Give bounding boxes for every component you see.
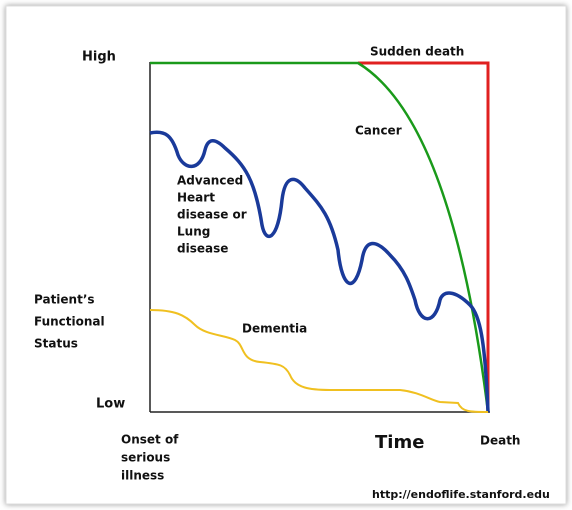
curve-label: Heart xyxy=(177,191,215,205)
curve-label: disease xyxy=(177,242,228,256)
x-title: Time xyxy=(375,432,424,453)
frame xyxy=(5,5,567,505)
curve-label: Dementia xyxy=(242,322,307,336)
organ-failure-curve xyxy=(149,130,490,413)
curve-label: Advanced xyxy=(177,174,243,188)
x-start-label: Onset of xyxy=(121,433,179,447)
dementia-curve xyxy=(149,309,489,413)
low-label: Low xyxy=(96,397,125,412)
sudden-death-curve xyxy=(358,61,490,412)
y-title: Status xyxy=(34,337,78,351)
cancer-curve xyxy=(150,61,490,413)
curve-label: Cancer xyxy=(355,124,402,138)
curve-label: Lung xyxy=(177,225,210,239)
y-title: Functional xyxy=(34,315,105,329)
x-end-label: Death xyxy=(480,434,520,448)
x-start-label: illness xyxy=(121,469,164,483)
curve-label: Sudden death xyxy=(370,45,464,59)
x-start-label: serious xyxy=(121,451,170,465)
high-label: High xyxy=(82,50,116,65)
y-title: Patient’s xyxy=(34,293,95,307)
curve-label: disease or xyxy=(177,208,247,222)
source: http://endoflife.stanford.edu xyxy=(372,488,550,501)
